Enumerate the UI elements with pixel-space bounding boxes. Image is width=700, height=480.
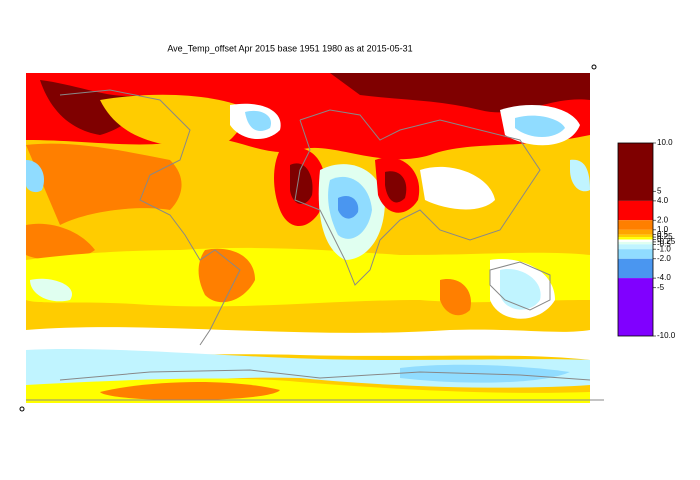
legend-tick-label: -2.0: [657, 254, 671, 263]
legend-tick-label: 0.5: [657, 230, 669, 239]
legend-tick-label: 10.0: [657, 138, 673, 147]
corner-marker: [19, 406, 25, 412]
coastlines: [26, 89, 604, 401]
legend-tick-label: -5: [657, 283, 665, 292]
legend-tick-label: 4.0: [657, 196, 669, 205]
legend-swatch: [618, 278, 653, 336]
legend-tick-label: -0.25: [657, 237, 676, 246]
legend-swatch: [618, 237, 653, 240]
legend-swatch: [618, 249, 653, 259]
legend-tick-label: 5: [657, 186, 662, 195]
legend-tick-label: 0: [657, 235, 662, 244]
legend-tick-label: 1.0: [657, 225, 669, 234]
anomaly-field: [26, 73, 590, 403]
legend-swatch: [618, 241, 653, 245]
legend-swatch: [618, 220, 653, 230]
legend-swatch: [618, 244, 653, 250]
legend-swatch: [618, 239, 653, 242]
legend-tick-label: -4.0: [657, 273, 671, 282]
legend-swatch: [618, 200, 653, 221]
color-legend: 10.0 54.0 2.01.00.50.250-0.25-0.5-1.0-2.0 -…: [617, 138, 676, 340]
map-title: Ave_Temp_offset Apr 2015 base 1951 1980 …: [167, 43, 412, 53]
legend-tick-label: -10.0: [657, 331, 676, 340]
legend-swatch: [618, 234, 653, 238]
corner-marker: [591, 64, 597, 70]
legend-tick-label: -0.5: [657, 239, 671, 248]
legend-swatch: [618, 258, 653, 279]
legend-swatch: [618, 229, 653, 235]
legend-tick-label: 0.25: [657, 232, 673, 241]
legend-tick-label: 2.0: [657, 215, 669, 224]
legend-tick-label: -1.0: [657, 244, 671, 253]
legend-swatch: [618, 143, 653, 201]
